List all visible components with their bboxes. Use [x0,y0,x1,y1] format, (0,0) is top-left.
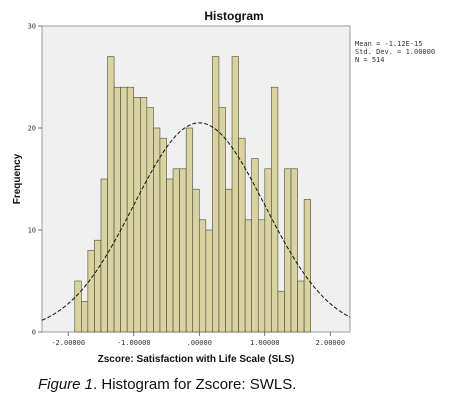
x-tick-label-1: -1.00000 [117,339,151,347]
normal-curve [41,122,351,321]
y-axis-label: Frequency [12,153,23,204]
histogram-bar-8 [126,86,135,333]
histogram-bar-10 [140,97,148,333]
histogram-bar-31 [277,290,285,333]
histogram-bar-26 [244,219,252,333]
histogram-bar-13 [159,137,167,333]
y-tick-label-2: 20 [28,125,36,133]
x-axis: -2.00000 -1.00000 .00000 1.00000 2.00000 [51,332,345,347]
histogram-bar-27 [251,158,259,333]
y-tick-label-0: 0 [32,329,36,337]
histogram-bar-14 [166,178,174,333]
histogram-bar-7 [120,86,128,333]
x-tick-label-3: 1.00000 [250,339,280,347]
x-tick-label-2: .00000 [187,339,212,347]
histogram-bar-15 [172,168,180,333]
histogram-bar-20 [205,229,213,333]
y-tick-label-3: 30 [28,23,36,31]
histogram-bar-32 [284,168,292,333]
histogram-bar-9 [133,97,141,333]
figure-caption-label: Figure 1 [38,376,94,393]
chart-title: Histogram [204,9,263,23]
bar-group [74,56,311,333]
y-axis: 0 10 20 30 [28,23,42,337]
histogram-bar-29 [264,168,272,333]
histogram-bar-0 [74,280,82,333]
histogram-bar-3 [94,239,102,333]
stats-std-dev: Std. Dev. = 1.00000 [355,48,435,56]
stats-mean: Mean = -1.12E-15 [355,40,422,48]
histogram-bar-5 [107,56,115,333]
histogram-bar-23 [225,188,233,333]
figure-caption-text: . Histogram for Zscore: SWLS. [93,376,297,393]
stats-n: N = 514 [355,56,385,64]
histogram-bar-35 [303,199,311,333]
x-axis-label: Zscore: Satisfaction with Life Scale (SL… [98,354,295,365]
histogram-bar-18 [192,188,200,333]
histogram-bar-2 [87,250,95,333]
histogram-bar-1 [81,301,89,333]
figure-caption: Figure 1. Histogram for Zscore: SWLS. [38,376,296,393]
histogram-svg: Histogram 0 10 20 30 -2.00000 -1.00000 .00000… [12,9,435,365]
histogram-bar-17 [185,127,194,333]
x-tick-label-4: 2.00000 [316,339,346,347]
histogram-bar-24 [231,56,239,333]
stats-box: Mean = -1.12E-15 Std. Dev. = 1.00000 N =… [355,40,435,64]
histogram-bar-12 [153,127,161,333]
histogram-bar-16 [179,168,187,333]
histogram-bar-11 [146,107,154,333]
y-tick-label-1: 10 [28,227,36,235]
histogram-chart: Histogram 0 10 20 30 -2.00000 -1.00000 .00000… [12,9,435,365]
histogram-bar-30 [271,86,279,333]
histogram-bar-34 [297,280,305,333]
histogram-bar-19 [198,219,207,333]
histogram-bar-33 [290,168,298,333]
histogram-bar-22 [218,107,226,333]
histogram-bar-6 [113,86,121,333]
histogram-bar-28 [257,219,266,333]
x-tick-label-0: -2.00000 [51,339,85,347]
histogram-bar-21 [212,56,220,333]
